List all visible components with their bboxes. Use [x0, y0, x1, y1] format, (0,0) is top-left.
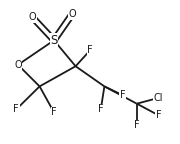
Text: S: S — [50, 34, 58, 47]
Text: F: F — [134, 120, 140, 130]
Text: F: F — [120, 90, 125, 100]
Text: F: F — [98, 104, 104, 114]
Text: F: F — [87, 45, 93, 55]
Text: F: F — [51, 107, 57, 117]
Text: F: F — [156, 110, 161, 120]
Text: F: F — [13, 104, 19, 114]
Text: O: O — [14, 60, 22, 70]
Text: O: O — [29, 12, 36, 22]
Text: Cl: Cl — [154, 93, 163, 103]
Text: O: O — [68, 9, 76, 19]
